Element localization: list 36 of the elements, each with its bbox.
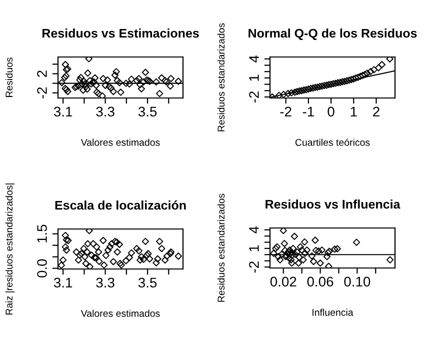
y-tick-label: 0.0 <box>37 259 47 278</box>
y-tick-label: 1 <box>249 245 259 252</box>
x-axis-title: Influencia <box>312 308 354 316</box>
x-tick-label: 0 <box>328 106 334 117</box>
y-tick-label: -2 <box>249 262 259 273</box>
y-axis-title: Residuos <box>5 58 13 97</box>
y-tick-label: 4 <box>249 226 259 234</box>
x-tick-label: 3.5 <box>138 278 157 288</box>
y-axis-title: Residuos estandarizados <box>217 194 225 302</box>
x-tick-label: -1 <box>302 106 314 116</box>
chart-title: Normal Q-Q de los Residuos <box>248 28 417 40</box>
chart-title: Residuos vs Influencia <box>266 199 400 209</box>
x-tick-label: 3.1 <box>54 278 72 288</box>
y-tick-label: -2 <box>249 92 259 103</box>
y-tick-label: 4 <box>249 55 259 62</box>
x-tick-label: 3.1 <box>54 106 72 117</box>
x-axis-title: Valores estimados <box>80 310 160 317</box>
x-tick-label: 3.3 <box>96 106 114 117</box>
x-tick-label: 1 <box>350 106 357 116</box>
x-tick-label: 3.3 <box>96 278 114 288</box>
x-tick-label: 3.5 <box>138 106 157 117</box>
x-tick-label: 0.06 <box>307 276 334 287</box>
x-axis-title: Valores estimados <box>80 138 160 146</box>
y-tick-label: 1 <box>249 74 259 81</box>
x-tick-label: 2 <box>373 106 380 116</box>
x-tick-label: 0.10 <box>344 276 370 287</box>
y-axis-title: Residuos estandarizados <box>217 23 225 132</box>
x-axis-title: Cuartiles teóricos <box>295 138 370 146</box>
x-tick-label: -2 <box>280 106 292 116</box>
y-tick-label: 1.5 <box>37 224 47 242</box>
y-tick-label: 2 <box>37 70 47 77</box>
chart-title: Escala de localización <box>55 200 186 210</box>
y-tick-label: -2 <box>37 87 47 98</box>
x-tick-label: 0.02 <box>270 276 296 287</box>
y-axis-title: Raiz |residuos estandarizados| <box>5 184 14 314</box>
chart-title: Residuos vs Estimaciones <box>42 28 199 38</box>
